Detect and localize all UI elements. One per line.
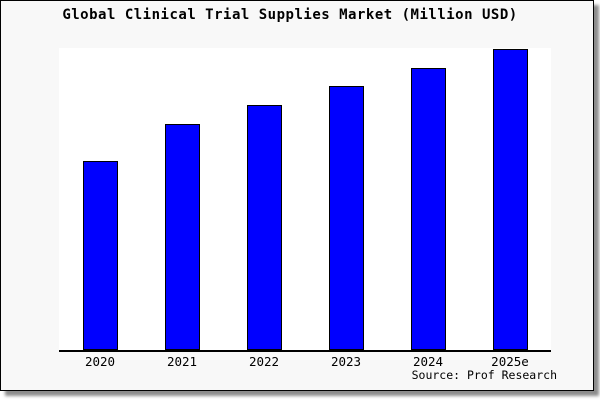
chart-title: Global Clinical Trial Supplies Market (M… xyxy=(62,7,518,23)
bar-2022 xyxy=(246,105,282,350)
x-tick-label-2022: 2022 xyxy=(248,354,280,369)
x-tick-label-2024: 2024 xyxy=(412,354,444,369)
bar-slot xyxy=(387,48,469,350)
source-credit: Source: Prof Research xyxy=(411,368,557,382)
x-tick-label-2023: 2023 xyxy=(330,354,362,369)
bar-2024 xyxy=(410,68,446,350)
bar-slot xyxy=(469,48,551,350)
bar-slot xyxy=(141,48,223,350)
bar-slot xyxy=(59,48,141,350)
bar-2020 xyxy=(82,161,118,350)
bar-slot xyxy=(305,48,387,350)
plot-area xyxy=(59,48,551,352)
x-tick-label-2025e: 2025e xyxy=(491,354,529,369)
bar-slot xyxy=(223,48,305,350)
chart-frame: Global Clinical Trial Supplies Market (M… xyxy=(0,0,594,391)
bar-2025e xyxy=(492,49,528,350)
x-tick-label-2021: 2021 xyxy=(166,354,198,369)
bar-2021 xyxy=(164,124,200,350)
x-axis-labels: 2020 2021 2022 2023 2024 2025e xyxy=(59,354,551,369)
bar-2023 xyxy=(328,86,364,350)
x-tick-label-2020: 2020 xyxy=(84,354,116,369)
